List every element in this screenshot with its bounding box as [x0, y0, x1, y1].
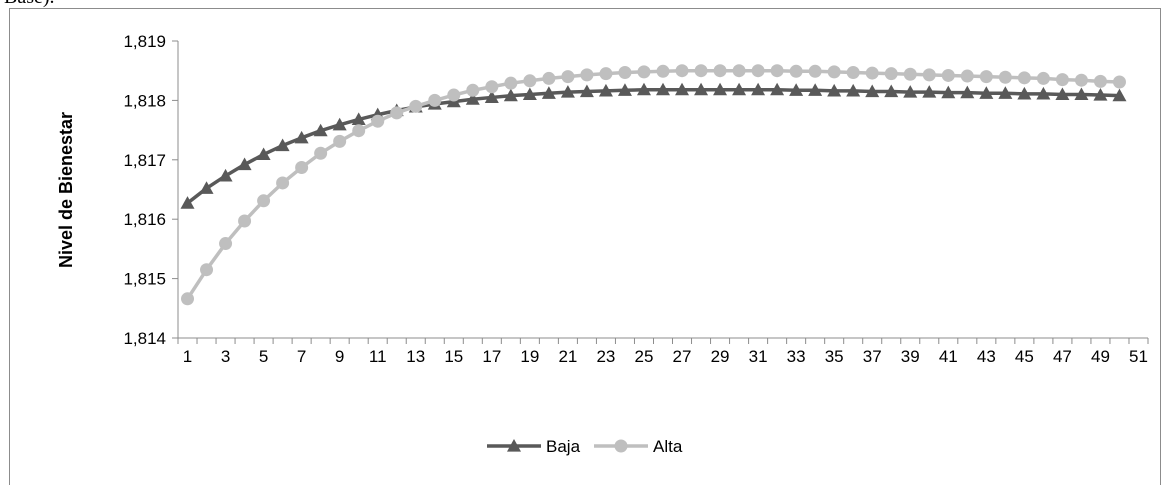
data-point-alta: [580, 68, 593, 81]
data-point-alta: [181, 292, 194, 305]
data-point-alta: [352, 124, 365, 137]
legend-label-baja: Baja: [546, 437, 581, 456]
x-tick-label: 29: [711, 347, 730, 366]
x-tick-label: 11: [369, 347, 387, 366]
data-point-alta: [485, 80, 498, 93]
data-point-alta: [618, 66, 631, 79]
axes: [172, 41, 1148, 344]
data-point-alta: [428, 94, 441, 107]
data-point-alta: [333, 135, 346, 148]
x-tick-label: 45: [1015, 347, 1034, 366]
data-point-alta: [942, 69, 955, 82]
y-tick-label: 1,819: [123, 32, 166, 51]
data-point-alta: [523, 74, 536, 87]
data-point-alta: [714, 64, 727, 77]
legend-item-alta: Alta: [594, 437, 683, 456]
x-tick-label: 39: [901, 347, 920, 366]
x-tick-label: 49: [1091, 347, 1110, 366]
data-point-alta: [695, 64, 708, 77]
x-tick-label: 13: [406, 347, 425, 366]
data-point-alta: [409, 100, 422, 113]
data-point-alta: [923, 68, 936, 81]
data-point-alta: [390, 106, 403, 119]
y-tick-label: 1,815: [123, 270, 166, 289]
x-tick-label: 3: [221, 347, 230, 366]
data-point-alta: [733, 64, 746, 77]
x-tick-label: 37: [863, 347, 882, 366]
x-tick-label: 7: [297, 347, 306, 366]
data-point-alta: [752, 64, 765, 77]
series-layer: [181, 64, 1127, 305]
data-point-alta: [828, 65, 841, 78]
x-tick-label: 25: [635, 347, 654, 366]
series-line-alta: [188, 71, 1120, 299]
data-point-alta: [314, 147, 327, 160]
data-point-alta: [219, 237, 232, 250]
x-tick-label: 27: [673, 347, 692, 366]
data-point-alta: [447, 89, 460, 102]
data-point-alta: [295, 161, 308, 174]
x-tick-label: 31: [749, 347, 768, 366]
y-tick-label: 1,818: [123, 91, 166, 110]
data-point-alta: [1075, 74, 1088, 87]
data-point-alta: [809, 65, 822, 78]
data-point-alta: [504, 77, 517, 90]
x-tick-label: 33: [787, 347, 806, 366]
data-point-alta: [790, 65, 803, 78]
data-point-alta: [1018, 71, 1031, 84]
legend-marker-alta: [615, 440, 628, 453]
x-tick-labels: 1 3 5 7 9 11 13 15 17 19 21 23 25 27 29 31 33 35 37 39 41 43 4…: [183, 347, 1148, 366]
legend: Baja Alta: [487, 437, 683, 456]
data-point-alta: [1037, 72, 1050, 85]
data-point-alta: [771, 64, 784, 77]
data-point-baja: [219, 169, 233, 182]
y-axis-label: Nivel de Bienestar: [56, 112, 76, 268]
data-point-alta: [238, 214, 251, 227]
data-point-alta: [999, 71, 1012, 84]
x-tick-label: 41: [939, 347, 958, 366]
y-tick-label: 1,816: [123, 210, 166, 229]
legend-item-baja: Baja: [487, 437, 581, 456]
x-tick-label: 51: [1129, 347, 1148, 366]
data-point-alta: [561, 70, 574, 83]
x-tick-label: 5: [259, 347, 268, 366]
data-point-alta: [1113, 75, 1126, 88]
data-point-alta: [980, 70, 993, 83]
x-tick-label: 1: [183, 347, 192, 366]
data-point-alta: [599, 67, 612, 80]
y-tick-label: 1,814: [123, 329, 166, 348]
x-tick-label: 43: [977, 347, 996, 366]
x-tick-label: 9: [335, 347, 344, 366]
x-tick-label: 17: [482, 347, 501, 366]
data-point-alta: [371, 115, 384, 128]
y-tick-label: 1,817: [123, 151, 166, 170]
data-point-alta: [847, 66, 860, 79]
data-point-alta: [542, 72, 555, 85]
data-point-alta: [200, 263, 213, 276]
series-alta: [181, 64, 1126, 305]
data-point-alta: [885, 67, 898, 80]
data-point-alta: [1056, 73, 1069, 86]
data-point-alta: [637, 65, 650, 78]
x-tick-label: 23: [596, 347, 615, 366]
series-line-baja: [188, 90, 1120, 203]
data-point-alta: [961, 70, 974, 83]
x-tick-label: 21: [558, 347, 577, 366]
x-tick-label: 15: [444, 347, 463, 366]
y-tick-labels: 1,814 1,815 1,816 1,817 1,818 1,819: [123, 32, 166, 348]
x-tick-label: 47: [1053, 347, 1072, 366]
data-point-alta: [676, 64, 689, 77]
data-point-alta: [866, 67, 879, 80]
data-point-alta: [1094, 75, 1107, 88]
data-point-alta: [466, 84, 479, 97]
data-point-alta: [257, 194, 270, 207]
data-point-alta: [276, 176, 289, 189]
data-point-alta: [657, 65, 670, 78]
legend-label-alta: Alta: [653, 437, 683, 456]
x-tick-label: 19: [520, 347, 539, 366]
series-baja: [181, 83, 1127, 209]
data-point-alta: [904, 68, 917, 81]
x-tick-label: 35: [825, 347, 844, 366]
